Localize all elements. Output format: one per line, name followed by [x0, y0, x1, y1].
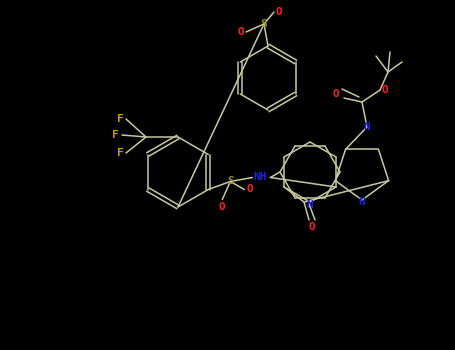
Text: O: O	[238, 27, 244, 37]
Text: F: F	[116, 114, 123, 124]
Text: F: F	[116, 148, 123, 158]
Text: O: O	[219, 202, 226, 211]
Text: F: F	[111, 130, 118, 140]
Text: S: S	[227, 176, 234, 187]
Text: N: N	[359, 197, 365, 207]
Text: N: N	[307, 200, 313, 210]
Text: N: N	[364, 122, 370, 132]
Text: O: O	[276, 7, 283, 17]
Text: O: O	[382, 85, 389, 95]
Text: O: O	[333, 89, 339, 99]
Text: S: S	[261, 19, 268, 29]
Text: O: O	[308, 222, 315, 232]
Text: NH: NH	[253, 173, 267, 182]
Text: O: O	[247, 184, 254, 195]
